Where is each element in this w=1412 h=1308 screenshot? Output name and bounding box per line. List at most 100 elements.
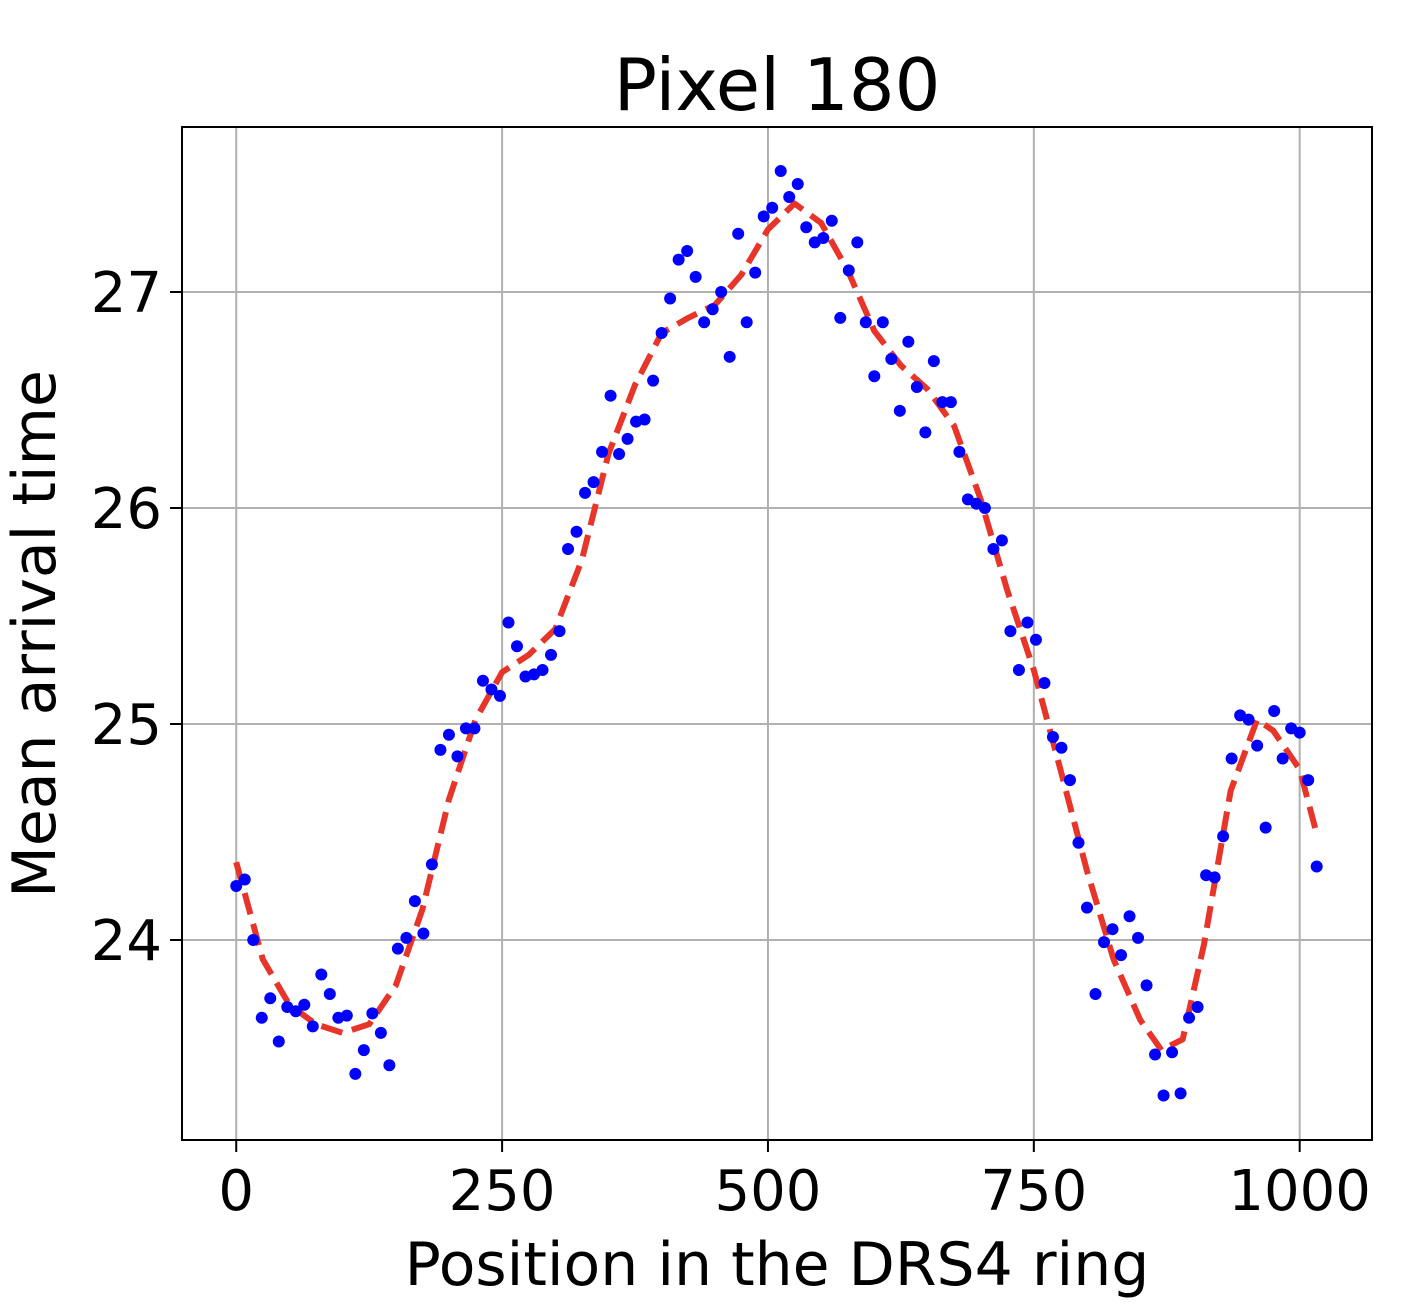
- data-point: [1183, 1011, 1196, 1024]
- data-point: [825, 214, 838, 227]
- data-point: [536, 664, 549, 677]
- data-point: [1089, 987, 1102, 1000]
- data-point: [664, 292, 677, 305]
- data-point: [893, 404, 906, 417]
- data-point: [493, 689, 506, 702]
- data-point: [349, 1067, 362, 1080]
- data-point: [766, 201, 779, 214]
- data-point: [1217, 830, 1230, 843]
- data-point: [1055, 741, 1068, 754]
- data-point: [681, 244, 694, 257]
- data-point: [468, 722, 481, 735]
- data-point: [451, 750, 464, 763]
- data-point: [579, 486, 592, 499]
- data-point: [774, 165, 787, 178]
- data-point: [919, 426, 932, 439]
- data-point: [417, 927, 430, 940]
- chart-title: Pixel 180: [614, 43, 941, 127]
- data-point: [306, 1020, 319, 1033]
- data-point: [910, 381, 923, 394]
- data-point: [613, 448, 626, 461]
- data-point: [255, 1011, 268, 1024]
- x-tick-label: 500: [715, 1159, 822, 1224]
- data-point: [655, 327, 668, 340]
- data-point: [434, 743, 447, 756]
- data-point: [357, 1044, 370, 1057]
- y-tick-label: 24: [91, 909, 162, 974]
- data-point: [1208, 871, 1221, 884]
- data-point: [1029, 633, 1042, 646]
- data-point: [1251, 739, 1264, 752]
- data-point: [315, 968, 328, 981]
- data-point: [510, 640, 523, 653]
- data-point: [1140, 979, 1153, 992]
- data-point: [298, 998, 311, 1011]
- data-point: [885, 352, 898, 365]
- data-point: [587, 476, 600, 489]
- data-point: [1038, 676, 1051, 689]
- data-point: [868, 370, 881, 383]
- data-point: [1004, 625, 1017, 638]
- y-axis-label: Mean arrival time: [0, 370, 70, 898]
- data-point: [366, 1007, 379, 1020]
- data-point: [638, 413, 651, 426]
- data-point: [596, 445, 609, 458]
- data-point: [545, 648, 558, 661]
- data-point: [1268, 705, 1281, 718]
- scatter-series: [230, 165, 1323, 1102]
- data-point: [502, 616, 515, 629]
- data-point: [621, 432, 634, 445]
- data-point: [902, 335, 915, 348]
- grid: [182, 127, 1372, 1140]
- data-point: [272, 1035, 285, 1048]
- data-point: [749, 266, 762, 279]
- data-point: [1080, 901, 1093, 914]
- data-point: [732, 227, 745, 240]
- data-point: [553, 625, 566, 638]
- data-point: [1012, 664, 1025, 677]
- data-point: [247, 933, 260, 946]
- data-point: [1106, 923, 1119, 936]
- data-point: [408, 895, 421, 908]
- data-point: [604, 389, 617, 402]
- data-point: [323, 987, 336, 1000]
- data-point: [987, 543, 1000, 556]
- data-point: [1166, 1046, 1179, 1059]
- data-point: [1063, 774, 1076, 787]
- data-point: [757, 210, 770, 223]
- data-point: [425, 858, 438, 871]
- plot-frame: [181, 126, 1373, 1141]
- data-point: [876, 316, 889, 329]
- data-point: [289, 1005, 302, 1018]
- data-point: [391, 942, 404, 955]
- data-point: [1157, 1089, 1170, 1102]
- data-point: [1302, 774, 1315, 787]
- data-point: [1123, 910, 1136, 923]
- data-point: [723, 350, 736, 363]
- data-point: [1191, 1000, 1204, 1013]
- data-point: [238, 873, 251, 886]
- data-point: [1046, 730, 1059, 743]
- data-point: [944, 396, 957, 409]
- ticks: 0 250 500 750 1000 24 25 26 27: [91, 261, 1371, 1224]
- data-point: [698, 316, 711, 329]
- data-point: [995, 534, 1008, 547]
- data-point: [791, 178, 804, 191]
- x-tick-label: 750: [980, 1159, 1087, 1224]
- data-point: [400, 931, 413, 944]
- data-point: [715, 286, 728, 299]
- y-tick-label: 26: [91, 477, 162, 542]
- data-point: [374, 1026, 387, 1039]
- data-point: [834, 311, 847, 324]
- data-point: [1174, 1087, 1187, 1100]
- data-point: [647, 374, 660, 387]
- data-point: [230, 879, 243, 892]
- data-point: [1293, 726, 1306, 739]
- data-point: [1115, 949, 1128, 962]
- data-point: [851, 236, 864, 249]
- data-point: [672, 253, 685, 266]
- data-point: [1132, 931, 1145, 944]
- x-tick-label: 1000: [1228, 1159, 1371, 1224]
- fit-line: [233, 200, 1319, 1054]
